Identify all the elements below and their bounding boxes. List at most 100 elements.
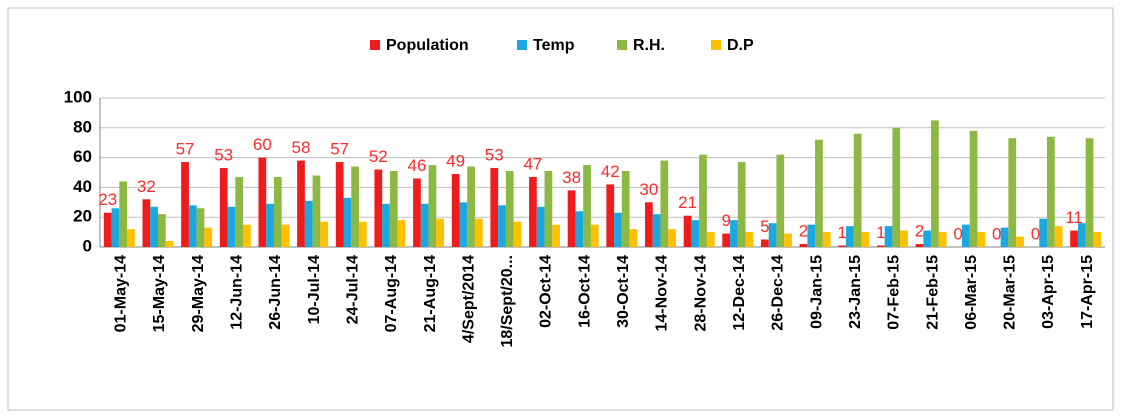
bar xyxy=(923,230,932,247)
bar xyxy=(1008,138,1017,247)
bar xyxy=(660,160,669,247)
x-tick-label: 30-Oct-14 xyxy=(615,255,632,328)
x-tick-label: 21-Aug-14 xyxy=(422,255,439,332)
bar xyxy=(629,229,638,247)
bar xyxy=(931,120,939,247)
bar xyxy=(583,165,591,247)
data-label: 47 xyxy=(523,154,542,173)
bar xyxy=(389,171,398,247)
data-label: 58 xyxy=(292,138,311,157)
x-tick-label: 4/Sept/2014 xyxy=(460,255,477,343)
legend-swatch xyxy=(370,40,380,50)
bar xyxy=(428,165,437,247)
x-tick-label: 06-Mar-15 xyxy=(963,255,980,330)
data-label: 11 xyxy=(1065,208,1083,227)
bar xyxy=(915,244,924,247)
legend-swatch xyxy=(517,40,527,50)
bar xyxy=(1070,230,1078,247)
bar xyxy=(706,232,715,247)
bar xyxy=(938,232,947,247)
bar xyxy=(436,218,445,247)
bar xyxy=(838,245,847,247)
data-label: 0 xyxy=(992,224,1001,243)
data-label: 23 xyxy=(98,190,117,209)
y-tick-label: 40 xyxy=(73,177,92,196)
x-tick-label: 12-Jun-14 xyxy=(229,255,246,330)
bar xyxy=(590,224,599,247)
data-label: 60 xyxy=(253,135,272,154)
bar xyxy=(1047,136,1055,247)
bar xyxy=(961,224,970,247)
bar xyxy=(382,203,390,247)
bar xyxy=(536,206,545,247)
x-tick-label: 16-Oct-14 xyxy=(576,255,593,328)
bar xyxy=(490,168,499,247)
bar xyxy=(645,202,653,247)
bar xyxy=(737,162,746,247)
bar xyxy=(822,232,831,247)
data-label: 9 xyxy=(721,211,730,230)
x-tick-label: 17-Apr-15 xyxy=(1079,255,1096,329)
bar xyxy=(668,229,676,247)
y-tick-label: 60 xyxy=(73,147,92,166)
data-label: 52 xyxy=(369,147,388,166)
bar xyxy=(513,221,522,247)
bar xyxy=(258,157,267,247)
bar xyxy=(776,154,785,247)
x-tick-label: 15-May-14 xyxy=(151,255,168,332)
bar xyxy=(181,162,189,247)
x-tick-label: 26-Dec-14 xyxy=(770,255,787,331)
bar xyxy=(312,175,321,247)
legend-swatch xyxy=(711,40,721,50)
bar xyxy=(730,220,738,247)
x-tick-label: 29-May-14 xyxy=(190,255,207,332)
x-tick-label: 23-Jan-15 xyxy=(847,255,864,329)
bar xyxy=(227,206,236,247)
bar xyxy=(691,220,700,247)
legend-swatch xyxy=(617,40,627,50)
bar xyxy=(969,130,978,247)
bar xyxy=(142,199,151,247)
bar xyxy=(397,220,406,247)
bar xyxy=(111,208,120,247)
legend-label: Population xyxy=(386,37,469,54)
legend-label: Temp xyxy=(533,37,575,54)
bar xyxy=(900,230,908,247)
bar xyxy=(474,218,483,247)
y-tick-label: 80 xyxy=(73,117,92,136)
legend-label: D.P xyxy=(727,37,754,54)
bar xyxy=(760,239,769,247)
bar xyxy=(351,166,359,247)
bar xyxy=(297,160,305,247)
data-label: 21 xyxy=(678,193,697,212)
x-tick-label: 14-Nov-14 xyxy=(654,255,671,332)
bar xyxy=(1016,236,1024,247)
x-tick-label: 10-Jul-14 xyxy=(306,255,323,324)
x-tick-label: 26-Jun-14 xyxy=(267,255,284,330)
bar xyxy=(188,205,197,247)
bar xyxy=(320,221,329,247)
y-tick-label: 0 xyxy=(83,236,92,255)
bar xyxy=(127,229,135,247)
bar xyxy=(119,181,128,247)
bar xyxy=(451,173,460,247)
bar xyxy=(722,233,731,247)
data-label: 32 xyxy=(137,177,156,196)
bar xyxy=(498,205,506,247)
bar xyxy=(567,190,576,247)
bar xyxy=(420,203,429,247)
bar xyxy=(505,171,514,247)
bar xyxy=(815,139,823,247)
bar xyxy=(204,227,213,247)
x-tick-label: 07-Feb-15 xyxy=(886,255,903,330)
bar xyxy=(1077,223,1086,247)
bar xyxy=(150,206,158,247)
bar xyxy=(165,241,174,247)
data-label: 57 xyxy=(176,140,195,159)
x-tick-label: 12-Dec-14 xyxy=(731,255,748,331)
legend-label: R.H. xyxy=(633,37,665,54)
x-tick-label: 09-Jan-15 xyxy=(808,255,825,329)
bar xyxy=(335,162,344,247)
bar xyxy=(606,184,615,247)
bar xyxy=(745,232,754,247)
